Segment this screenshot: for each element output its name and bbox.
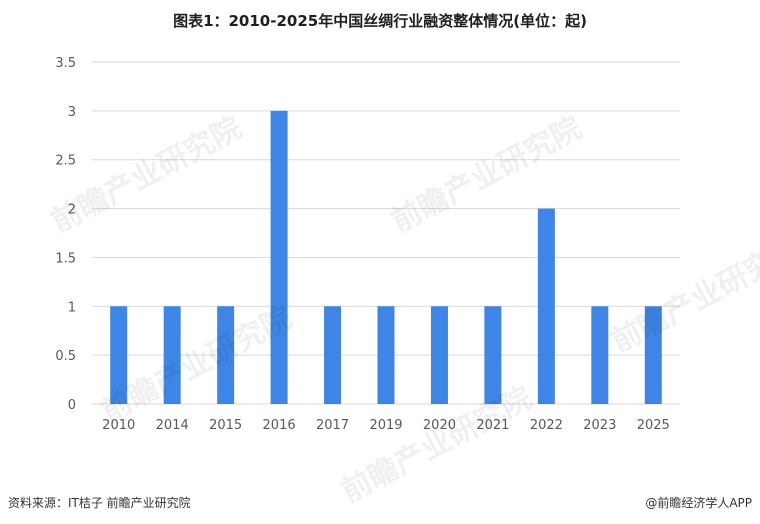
source-text: 资料来源：IT桔子 前瞻产业研究院 [8,496,191,510]
x-tick-label: 2015 [209,418,242,433]
bar-2016 [270,110,288,404]
x-tick-label: 2025 [637,418,670,433]
y-tick-label: 2.5 [55,154,76,169]
x-axis-ticks: 2010 2014 2015 2016 2017 2019 2020 2021 2022 2023… [102,418,670,433]
x-tick-label: 2016 [263,418,296,433]
bar-2010 [110,306,128,404]
bar-2015 [217,306,235,404]
x-tick-label: 2023 [583,418,616,433]
bar-2014 [163,306,181,404]
bar-2021 [484,306,502,404]
x-tick-label: 2021 [476,418,509,433]
bar-2020 [430,306,448,404]
bar-2022 [537,208,555,404]
brand-text: @前瞻经济学人APP [645,496,752,510]
x-tick-label: 2014 [156,418,189,433]
bar-2023 [591,306,609,404]
y-tick-label: 3 [68,105,76,120]
x-tick-label: 2019 [369,418,402,433]
x-tick-label: 2010 [102,418,135,433]
y-tick-label: 2 [68,203,76,218]
bar-2017 [324,306,342,404]
bar-2025 [644,306,662,404]
bars [110,110,662,404]
y-tick-label: 3.5 [55,56,76,71]
y-tick-label: 0.5 [55,349,76,364]
y-axis-ticks: 0 0.5 1 1.5 2 2.5 3 3.5 [55,56,76,413]
footer: 资料来源：IT桔子 前瞻产业研究院 @前瞻经济学人APP [8,494,752,514]
y-tick-label: 1 [68,300,76,315]
x-tick-label: 2022 [530,418,563,433]
x-tick-label: 2020 [423,418,456,433]
y-tick-label: 0 [68,398,76,413]
x-tick-label: 2017 [316,418,349,433]
chart-title: 图表1：2010-2025年中国丝绸行业融资整体情况(单位：起) [173,12,587,30]
bar-2019 [377,306,395,404]
y-tick-label: 1.5 [55,251,76,266]
